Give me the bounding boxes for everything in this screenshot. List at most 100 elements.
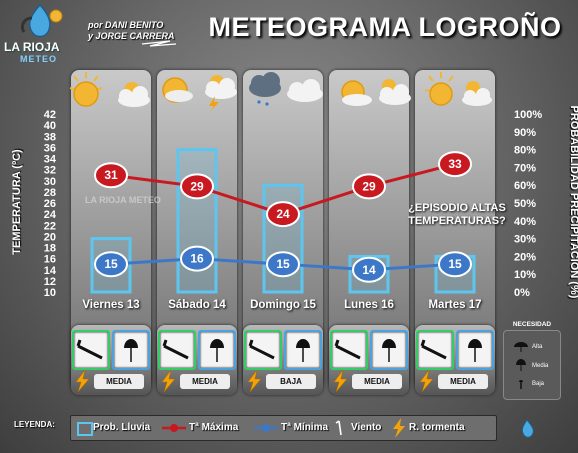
umbrella-panel	[198, 330, 236, 370]
storm-icon	[75, 369, 90, 393]
min-temp-point	[438, 251, 472, 278]
y-tick-label: 20	[44, 231, 56, 243]
y-tick-label: 14	[44, 265, 57, 277]
min-temp-point	[94, 251, 128, 278]
wind-arrow-icon	[248, 339, 275, 360]
legend-storm: R. tormenta	[409, 422, 465, 433]
y2-tick-label: 40%	[514, 216, 536, 228]
wind-panel	[330, 330, 368, 370]
min-temp-label: 14	[362, 263, 376, 277]
signature-icon	[141, 40, 177, 47]
max-temp-point	[352, 173, 386, 200]
wind-arrow-icon	[162, 339, 189, 360]
y-tick-label: 30	[44, 176, 56, 188]
y-tick-label: 40	[44, 120, 56, 132]
need-level-label: BAJA	[266, 374, 316, 389]
legend-label: LEYENDA:	[14, 420, 55, 429]
umbrella-icon	[514, 342, 528, 389]
y-tick-label: 12	[44, 276, 56, 288]
umbrella-icon	[382, 339, 396, 362]
umbrella-icon	[124, 339, 138, 362]
y2-tick-label: 0%	[514, 287, 530, 299]
need-level-alta: Alta	[532, 344, 543, 350]
legend-min: Tª Mínima	[281, 422, 329, 433]
chart-annotation: ¿EPISODIO ALTAS TEMPERATURAS?	[408, 202, 506, 227]
max-temp-label: 29	[190, 179, 204, 193]
umbrella-panel	[284, 330, 322, 370]
y2-tick-label: 10%	[514, 269, 536, 281]
day-label-4: Lunes 16	[344, 299, 394, 311]
weather-icon-sun-cloud	[341, 79, 411, 106]
y-tick-label: 10	[44, 287, 56, 299]
wind-icon	[335, 420, 342, 436]
legend-max: Tª Máxima	[189, 422, 239, 433]
wind-panel	[244, 330, 282, 370]
legend-wind: Viento	[351, 422, 382, 433]
storm-icon	[161, 369, 176, 393]
legend-swatch-rain	[77, 422, 93, 436]
wind-arrow-icon	[334, 339, 361, 360]
y-tick-label: 22	[44, 220, 56, 232]
umbrella-panel	[370, 330, 408, 370]
umbrella-icon	[468, 339, 482, 362]
storm-icon	[333, 369, 348, 393]
max-temp-point	[94, 162, 128, 189]
wind-panel	[72, 330, 110, 370]
logo-icon	[20, 3, 63, 38]
y2-tick-label: 100%	[514, 109, 542, 121]
need-level-label: MEDIA	[94, 374, 144, 389]
max-temp-label: 24	[276, 207, 290, 221]
weather-icon-sun-cloud	[69, 72, 150, 107]
y2-tick-label: 50%	[514, 198, 536, 210]
need-legend-title: NECESIDAD	[512, 321, 552, 328]
y2-tick-label: 80%	[514, 145, 536, 157]
byline-1: por DANI BENITO	[88, 20, 164, 30]
max-temp-label: 33	[448, 157, 462, 171]
y-tick-label: 28	[44, 187, 56, 199]
max-temp-point	[438, 151, 472, 178]
weather-icon-sun-storm	[162, 75, 237, 112]
y-tick-label: 16	[44, 254, 56, 266]
legend-swatch-max	[162, 424, 186, 432]
y-tick-label: 18	[44, 243, 56, 255]
min-temp-label: 15	[276, 257, 290, 271]
need-level-baja: Baja	[532, 381, 545, 387]
wind-panel	[158, 330, 196, 370]
umbrella-panel	[112, 330, 150, 370]
day-label-2: Sábado 14	[168, 299, 226, 311]
legend: Prob. Lluvia Tª Máxima Tª Mínima Viento …	[70, 415, 497, 441]
max-temp-point	[180, 173, 214, 200]
min-temp-point	[266, 251, 300, 278]
footer-logo-icon	[521, 419, 534, 438]
min-temp-label: 15	[448, 257, 462, 271]
logo-text: LA RIOJA	[4, 40, 60, 54]
storm-icon	[419, 369, 434, 393]
need-level-label: MEDIA	[352, 374, 402, 389]
need-level-media: Media	[532, 363, 549, 369]
min-temp-label: 15	[104, 257, 118, 271]
max-temp-point	[266, 201, 300, 228]
y2-tick-label: 60%	[514, 180, 536, 192]
day-label-1: Viernes 13	[82, 299, 140, 311]
need-legend: NECESIDAD Alta Media Baja	[503, 321, 561, 400]
y2-tick-label: 90%	[514, 127, 536, 139]
wind-arrow-icon	[76, 339, 103, 360]
y2-tick-label: 30%	[514, 234, 536, 246]
min-temp-point	[180, 245, 214, 272]
need-level-label: MEDIA	[180, 374, 230, 389]
min-temp-label: 16	[190, 252, 204, 266]
y2-tick-label: 70%	[514, 162, 536, 174]
max-temp-label: 29	[362, 179, 376, 193]
y-tick-label: 26	[44, 198, 56, 210]
umbrella-icon	[210, 339, 224, 362]
byline-2: y JORGE CARRERA	[88, 31, 175, 41]
need-level-label: MEDIA	[438, 374, 488, 389]
y-tick-label: 42	[44, 109, 56, 121]
weather-icon-rain-cloud	[249, 72, 323, 106]
day-label-5: Martes 17	[428, 299, 482, 311]
storm-icon	[247, 369, 262, 393]
y-tick-label: 32	[44, 165, 56, 177]
y2-tick-label: 20%	[514, 251, 536, 263]
